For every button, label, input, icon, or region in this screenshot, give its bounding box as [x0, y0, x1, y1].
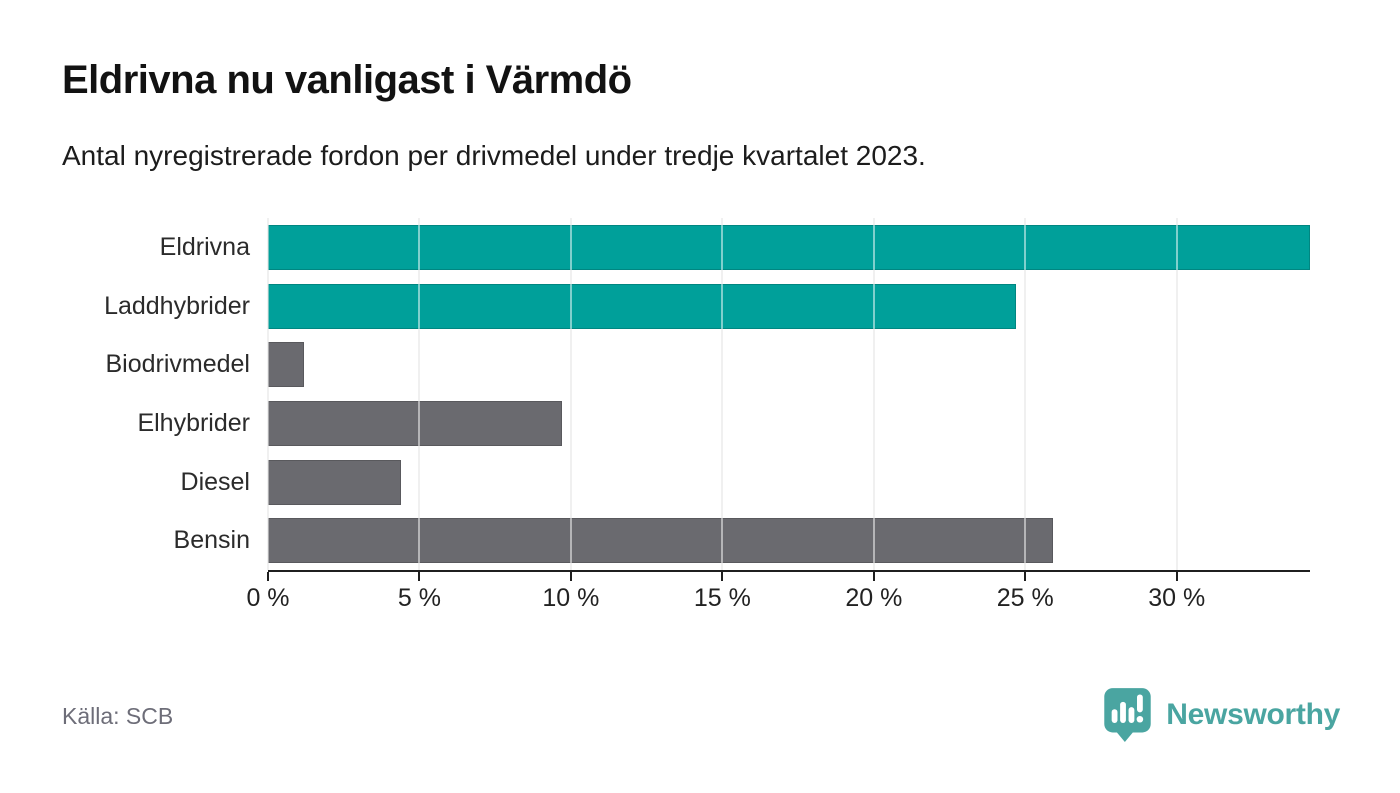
category-label: Biodrivmedel [105, 350, 250, 379]
x-axis-tick-label: 20 % [845, 584, 903, 612]
x-axis-tick-label: 25 % [996, 584, 1054, 612]
bar-eldrivna [268, 225, 1310, 270]
x-axis-line [268, 570, 1310, 572]
x-axis-tick-label: 30 % [1148, 584, 1206, 612]
bar-laddhybrider [268, 283, 1017, 329]
bar-biodrivmedel [268, 342, 305, 388]
chart-subtitle: Antal nyregistrerade fordon per drivmede… [62, 140, 926, 171]
chart-title: Eldrivna nu vanligast i Värmdö [62, 58, 632, 102]
bar-diesel [268, 459, 402, 505]
gridline-overlay [1024, 218, 1027, 570]
x-axis-tick-label: 5 % [397, 584, 441, 612]
x-axis-tick [721, 572, 724, 581]
x-axis-tick [872, 572, 875, 581]
bar-elhybrider [268, 401, 562, 446]
gridline-overlay [721, 218, 724, 570]
x-axis-tick [569, 572, 572, 581]
source-note: Källa: SCB [62, 703, 174, 729]
newsworthy-logo-icon [1104, 688, 1152, 742]
x-axis-tick-label: 10 % [542, 584, 600, 612]
category-label: Bensin [173, 526, 250, 555]
category-label: Laddhybrider [104, 291, 250, 320]
gridline-overlay [569, 218, 572, 570]
plot-area [267, 218, 1310, 570]
gridline-overlay [1175, 218, 1178, 570]
x-axis-tick [1024, 572, 1027, 581]
x-axis-tick [267, 572, 269, 581]
newsworthy-logo: Newsworthy [1099, 686, 1340, 743]
category-label: Elhybrider [137, 409, 250, 437]
x-axis-tick [1175, 572, 1178, 581]
bar-bensin [268, 518, 1053, 564]
x-axis-tick-label: 15 % [693, 584, 751, 612]
x-axis-tick-label: 0 % [246, 584, 290, 612]
x-axis-tick [418, 572, 421, 581]
gridline-overlay [418, 218, 421, 570]
category-label: Diesel [180, 467, 250, 496]
newsworthy-wordmark: Newsworthy [1166, 697, 1340, 731]
category-label: Eldrivna [159, 233, 250, 261]
gridline-overlay [267, 218, 269, 570]
gridline-overlay [872, 218, 875, 570]
